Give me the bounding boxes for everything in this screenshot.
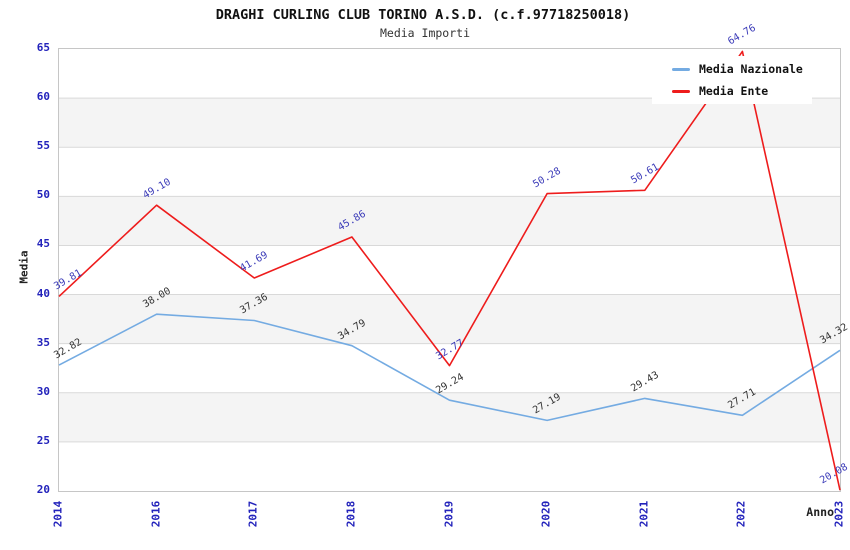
legend-item-media-nazionale: Media Nazionale xyxy=(652,58,812,80)
x-tick-label: 2018 xyxy=(344,500,358,528)
legend-label: Media Nazionale xyxy=(699,62,803,76)
x-tick-label: 2020 xyxy=(539,500,553,528)
legend-item-media-ente: Media Ente xyxy=(652,80,812,102)
band xyxy=(59,196,840,246)
band xyxy=(59,98,840,148)
plot-area: 32.82 38.00 37.36 34.79 29.24 27.19 29.43 27.71… xyxy=(52,23,850,492)
y-tick-label: 25 xyxy=(36,433,50,447)
x-tick-label: 2017 xyxy=(246,500,260,528)
media-ente-line-swatch-icon xyxy=(672,89,690,93)
y-tick-label: 65 xyxy=(36,41,50,54)
y-tick-label: 55 xyxy=(36,139,50,153)
chart-title: DRAGHI CURLING CLUB TORINO A.S.D. (c.f.9… xyxy=(215,7,631,23)
x-tick-label: 2014 xyxy=(51,500,65,528)
media-nazionale-line-swatch-icon xyxy=(672,67,690,71)
x-axis-title: Anno xyxy=(806,505,834,519)
x-tick-label: 2021 xyxy=(637,500,651,528)
y-tick-label: 50 xyxy=(36,188,50,202)
y-tick-label: 45 xyxy=(36,237,50,251)
chart-subtitle: Media Importi xyxy=(379,26,470,40)
y-tick-label: 40 xyxy=(36,286,50,300)
legend: Media Nazionale Media Ente xyxy=(652,56,812,104)
band xyxy=(59,294,840,344)
series-line-media-nazionale xyxy=(58,313,841,422)
y-tick-label: 30 xyxy=(36,384,50,398)
x-tick-label: 2019 xyxy=(442,500,455,528)
y-axis-title: Media xyxy=(17,250,31,284)
x-tick-label: 2022 xyxy=(734,500,748,528)
plot-canvas xyxy=(58,50,841,491)
x-tick-label: 2023 xyxy=(832,500,846,528)
y-tick-label: 60 xyxy=(36,90,50,104)
x-tick-label: 2016 xyxy=(149,500,163,528)
legend-label: Media Ente xyxy=(699,84,769,98)
y-tick-label: 20 xyxy=(36,483,50,496)
y-tick-label: 35 xyxy=(36,335,50,349)
